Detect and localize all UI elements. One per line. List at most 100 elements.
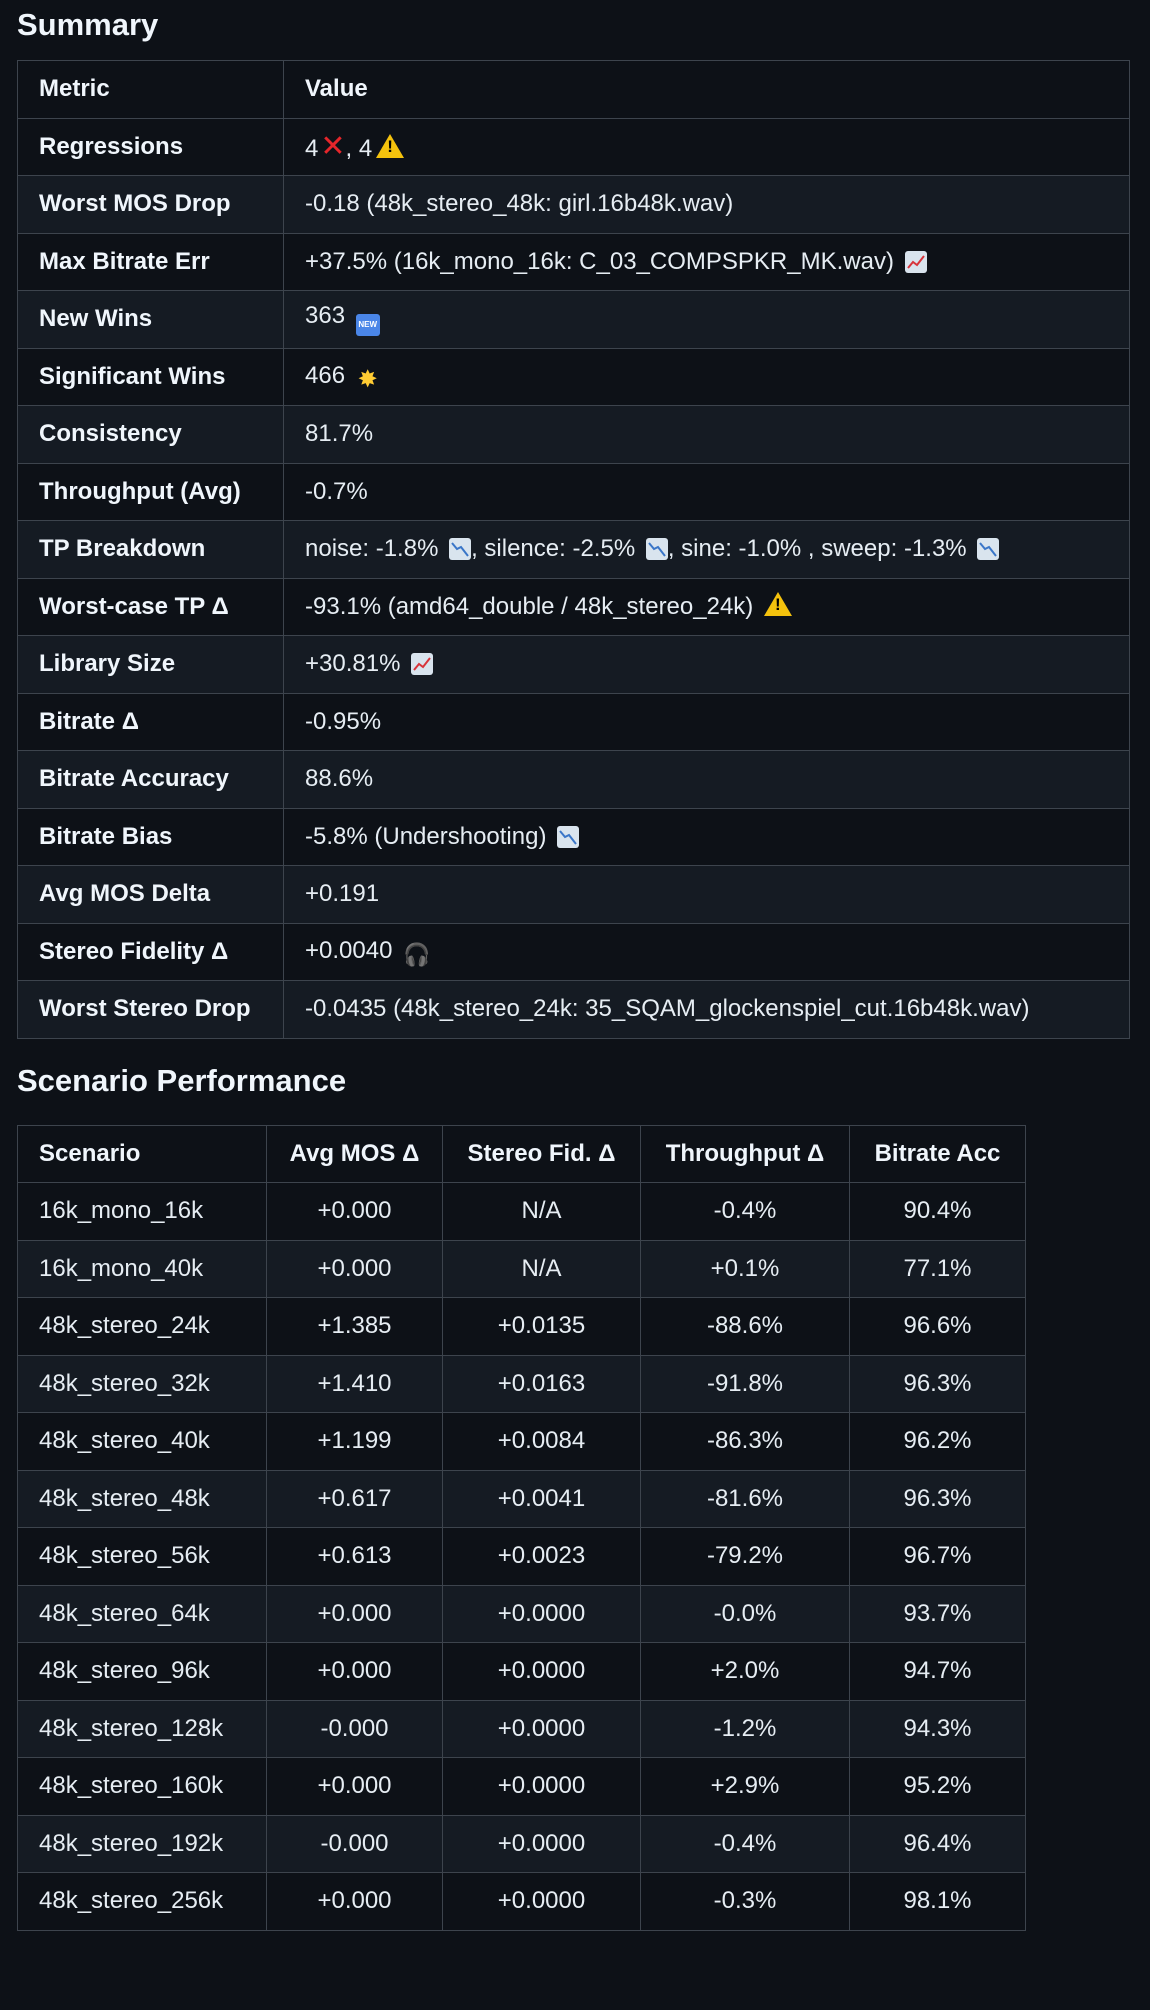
- cross-mark-icon: ✕: [320, 130, 346, 164]
- metric-value: -0.18 (48k_stereo_48k: girl.16b48k.wav): [283, 175, 1130, 234]
- metric-value: 88.6%: [283, 750, 1130, 809]
- metric-value: +0.191: [283, 865, 1130, 924]
- warning-icon: [376, 134, 405, 159]
- metric-name: Max Bitrate Err: [17, 232, 284, 291]
- metric-name: Bitrate Bias: [17, 807, 284, 866]
- metric-name: Worst MOS Drop: [17, 175, 284, 234]
- bitrate-accuracy: 77.1%: [849, 1239, 1026, 1298]
- summary-heading: Summary: [17, 7, 159, 42]
- avg-mos-delta: -0.000: [266, 1814, 443, 1873]
- throughput-delta: -0.3%: [640, 1872, 850, 1931]
- metric-value: 4✕, 4: [283, 117, 1130, 176]
- stereo-fidelity-delta: +0.0000: [442, 1757, 641, 1816]
- stereo-fidelity-delta: +0.0000: [442, 1642, 641, 1701]
- avg-mos-column-header: Avg MOS Δ: [266, 1124, 443, 1183]
- table-row: 48k_stereo_48k +0.617 +0.0041 -81.6% 96.3%: [17, 1469, 1026, 1528]
- scenario-name: 48k_stereo_96k: [17, 1642, 267, 1701]
- table-row: 48k_stereo_96k +0.000 +0.0000 +2.0% 94.7%: [17, 1642, 1026, 1701]
- bitrate-accuracy: 93.7%: [849, 1584, 1026, 1643]
- stereo-fidelity-delta: +0.0000: [442, 1814, 641, 1873]
- bitrate-accuracy: 96.7%: [849, 1527, 1026, 1586]
- avg-mos-delta: +1.385: [266, 1297, 443, 1356]
- metric-name: Consistency: [17, 405, 284, 464]
- table-row: 48k_stereo_128k -0.000 +0.0000 -1.2% 94.3%: [17, 1699, 1026, 1758]
- chart-decreasing-icon: [557, 825, 580, 848]
- bitrate-accuracy: 96.6%: [849, 1297, 1026, 1356]
- stereo-fidelity-delta: +0.0163: [442, 1354, 641, 1413]
- metric-value: 363 NEW: [283, 290, 1130, 349]
- table-row: Consistency 81.7%: [17, 405, 1130, 464]
- scenario-name: 48k_stereo_160k: [17, 1757, 267, 1816]
- stereo-fidelity-delta: +0.0135: [442, 1297, 641, 1356]
- scenario-name: 48k_stereo_40k: [17, 1412, 267, 1471]
- stereo-fidelity-column-header: Stereo Fid. Δ: [442, 1124, 641, 1183]
- table-row: Bitrate Accuracy 88.6%: [17, 750, 1130, 809]
- table-row: Worst-case TP Δ -93.1% (amd64_double / 4…: [17, 577, 1130, 636]
- bitrate-accuracy: 96.3%: [849, 1354, 1026, 1413]
- avg-mos-delta: +0.000: [266, 1872, 443, 1931]
- stereo-fidelity-delta: N/A: [442, 1239, 641, 1298]
- metric-name: Bitrate Δ: [17, 692, 284, 751]
- table-row: Worst MOS Drop -0.18 (48k_stereo_48k: gi…: [17, 175, 1130, 234]
- avg-mos-delta: +0.613: [266, 1527, 443, 1586]
- throughput-delta: -91.8%: [640, 1354, 850, 1413]
- stereo-fidelity-delta: +0.0084: [442, 1412, 641, 1471]
- metric-name: Throughput (Avg): [17, 462, 284, 521]
- avg-mos-delta: +0.000: [266, 1182, 443, 1241]
- table-row: 48k_stereo_64k +0.000 +0.0000 -0.0% 93.7%: [17, 1584, 1026, 1643]
- throughput-delta: -0.4%: [640, 1182, 850, 1241]
- metric-value: -5.8% (Undershooting): [283, 807, 1130, 866]
- scenario-name: 16k_mono_16k: [17, 1182, 267, 1241]
- metric-value: +30.81%: [283, 635, 1130, 694]
- throughput-delta: -88.6%: [640, 1297, 850, 1356]
- throughput-delta: -0.4%: [640, 1814, 850, 1873]
- metric-name: Worst-case TP Δ: [17, 577, 284, 636]
- chart-decreasing-icon: [977, 538, 1000, 561]
- table-row: 16k_mono_16k +0.000 N/A -0.4% 90.4%: [17, 1182, 1026, 1241]
- avg-mos-delta: +0.000: [266, 1584, 443, 1643]
- metric-value: -93.1% (amd64_double / 48k_stereo_24k): [283, 577, 1130, 636]
- table-row: Regressions 4✕, 4: [17, 117, 1130, 176]
- throughput-delta: -86.3%: [640, 1412, 850, 1471]
- metric-value: 466 ✸: [283, 347, 1130, 406]
- bitrate-accuracy: 94.7%: [849, 1642, 1026, 1701]
- stereo-fidelity-delta: +0.0023: [442, 1527, 641, 1586]
- scenario-name: 48k_stereo_64k: [17, 1584, 267, 1643]
- scenario-name: 48k_stereo_32k: [17, 1354, 267, 1413]
- throughput-delta: +0.1%: [640, 1239, 850, 1298]
- avg-mos-delta: +1.410: [266, 1354, 443, 1413]
- bitrate-acc-column-header: Bitrate Acc: [849, 1124, 1026, 1183]
- glowing-star-icon: ✸: [357, 365, 378, 393]
- throughput-delta: +2.0%: [640, 1642, 850, 1701]
- chart-increasing-icon: [904, 250, 927, 273]
- scenario-header-row: Scenario Avg MOS Δ Stereo Fid. Δ Through…: [17, 1124, 1026, 1183]
- table-row: Max Bitrate Err +37.5% (16k_mono_16k: C_…: [17, 232, 1130, 291]
- metric-value: -0.95%: [283, 692, 1130, 751]
- scenario-performance-heading: Scenario Performance: [17, 1062, 347, 1098]
- metric-name: Avg MOS Delta: [17, 865, 284, 924]
- scenario-name: 48k_stereo_48k: [17, 1469, 267, 1528]
- avg-mos-delta: +0.000: [266, 1642, 443, 1701]
- scenario-name: 48k_stereo_56k: [17, 1527, 267, 1586]
- table-row: 48k_stereo_256k +0.000 +0.0000 -0.3% 98.1%: [17, 1872, 1026, 1931]
- stereo-fidelity-delta: +0.0000: [442, 1872, 641, 1931]
- table-row: Avg MOS Delta +0.191: [17, 865, 1130, 924]
- table-row: 48k_stereo_32k +1.410 +0.0163 -91.8% 96.3%: [17, 1354, 1026, 1413]
- metric-value: 81.7%: [283, 405, 1130, 464]
- metric-name: Stereo Fidelity Δ: [17, 922, 284, 981]
- stereo-fidelity-delta: +0.0000: [442, 1584, 641, 1643]
- throughput-delta: -81.6%: [640, 1469, 850, 1528]
- avg-mos-delta: +0.617: [266, 1469, 443, 1528]
- summary-header-row: Metric Value: [17, 60, 1130, 119]
- table-row: Stereo Fidelity Δ +0.0040 🎧: [17, 922, 1130, 981]
- throughput-delta: -1.2%: [640, 1699, 850, 1758]
- throughput-delta: +2.9%: [640, 1757, 850, 1816]
- bitrate-accuracy: 98.1%: [849, 1872, 1026, 1931]
- table-row: 48k_stereo_160k +0.000 +0.0000 +2.9% 95.2%: [17, 1757, 1026, 1816]
- table-row: 48k_stereo_40k +1.199 +0.0084 -86.3% 96.2%: [17, 1412, 1026, 1471]
- metric-name: Bitrate Accuracy: [17, 750, 284, 809]
- table-row: Significant Wins 466 ✸: [17, 347, 1130, 406]
- table-row: TP Breakdown noise: -1.8% , silence: -2.…: [17, 520, 1130, 579]
- table-row: 48k_stereo_192k -0.000 +0.0000 -0.4% 96.4%: [17, 1814, 1026, 1873]
- table-row: Throughput (Avg) -0.7%: [17, 462, 1130, 521]
